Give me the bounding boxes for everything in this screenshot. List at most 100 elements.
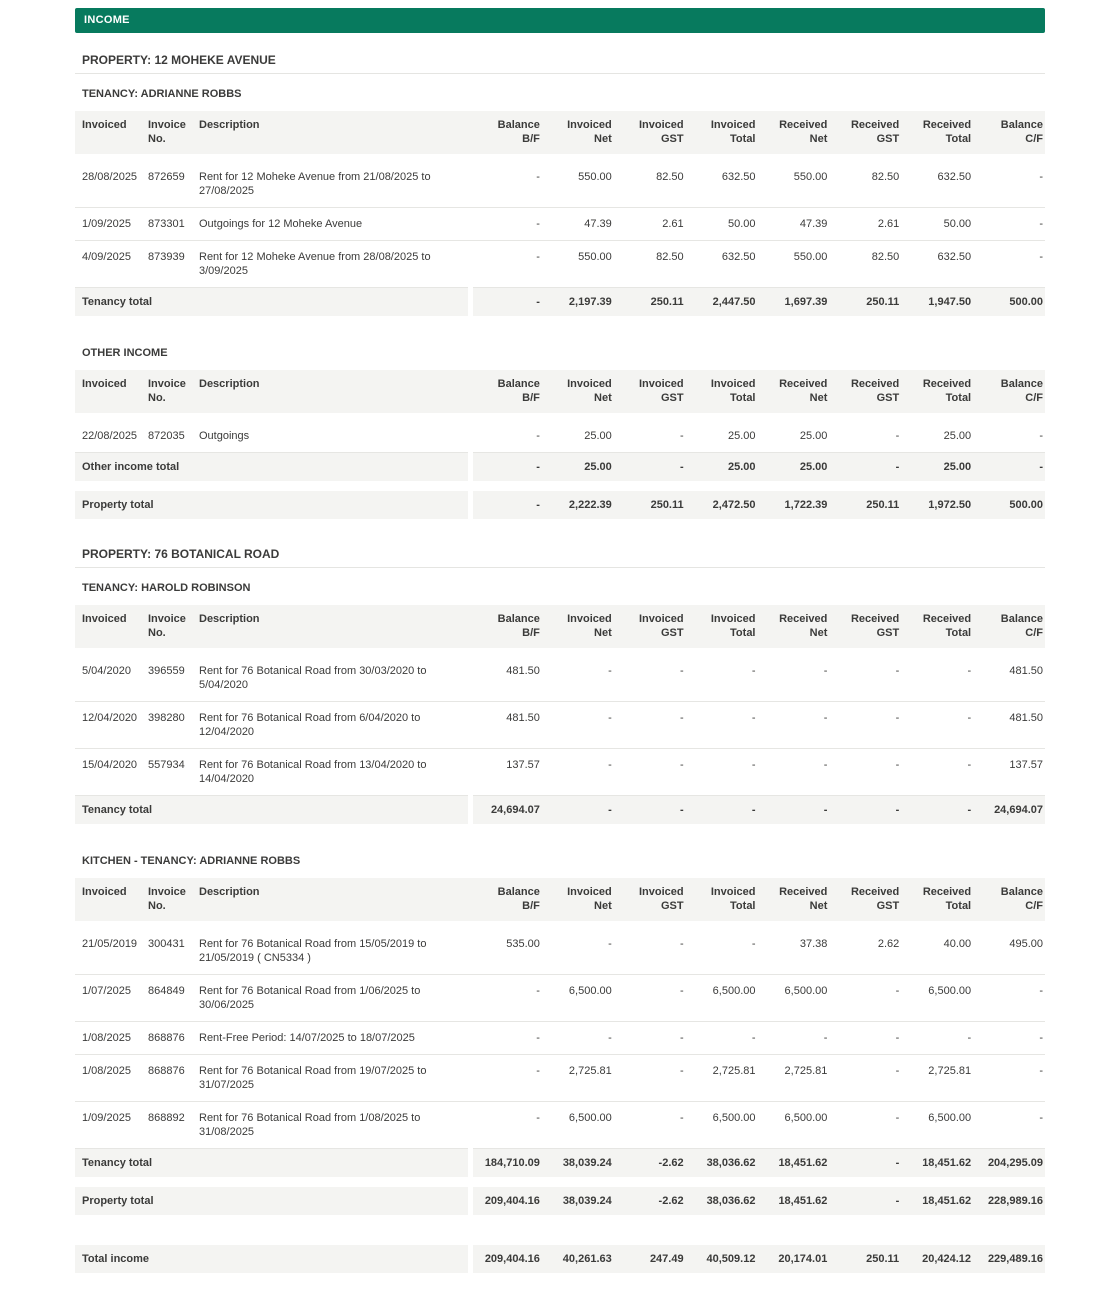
- total-amount: -: [829, 1187, 902, 1215]
- cell-description: Rent for 76 Botanical Road from 19/07/20…: [199, 1065, 427, 1091]
- total-label: Tenancy total: [75, 287, 470, 316]
- total-amount: 204,295.09: [973, 1148, 1045, 1177]
- column-header-line1: Invoice: [148, 378, 186, 390]
- table-row: 12/04/2020 398280 Rent for 76 Botanical Ro…: [75, 702, 1045, 749]
- column-header: Received Total: [901, 370, 974, 413]
- column-header-line1: Description: [199, 613, 260, 625]
- column-header: Balance C/F: [973, 878, 1045, 921]
- cell-amount: -: [679, 665, 684, 677]
- total-amount: -: [973, 452, 1045, 481]
- total-amount: -: [901, 795, 974, 824]
- cell-invoiced-date: 12/04/2020: [82, 712, 138, 724]
- column-header-line1: Invoice: [148, 119, 186, 131]
- cell-invoiced-date: 22/08/2025: [82, 430, 138, 442]
- column-header: Invoiced: [75, 605, 141, 648]
- table-row: 5/04/2020 396559 Rent for 76 Botanical Roa…: [75, 648, 1045, 702]
- total-amount: 25.00: [901, 452, 974, 481]
- column-header-line2: GST: [876, 627, 900, 639]
- column-header-line1: Invoiced: [639, 613, 684, 625]
- column-header-line2: B/F: [522, 900, 540, 912]
- income-table: Invoiced Invoice No. Description Balance B/F I…: [75, 370, 1045, 481]
- cell-amount: -: [608, 938, 612, 950]
- column-header-line1: Received: [779, 119, 828, 131]
- column-header-line1: Received: [922, 886, 972, 898]
- cell-amount: 550.00: [793, 251, 828, 263]
- cell-amount: -: [679, 430, 684, 442]
- column-header-line1: Description: [199, 378, 260, 390]
- table-header-row: Invoiced Invoice No. Description Balance B/F I…: [75, 605, 1045, 648]
- cell-amount: 37.38: [799, 938, 828, 950]
- cell-amount: -: [895, 759, 900, 771]
- cell-amount: -: [1039, 171, 1043, 183]
- column-header: Received GST: [829, 111, 902, 154]
- cell-amount: 25.00: [799, 430, 828, 442]
- column-header: Invoice No.: [141, 370, 192, 413]
- total-amount: -: [613, 795, 686, 824]
- column-header-line2: Net: [809, 627, 828, 639]
- cell-amount: 2,725.81: [784, 1065, 828, 1077]
- column-header: Description: [192, 605, 470, 648]
- cell-amount: -: [536, 218, 540, 230]
- total-amount: -: [829, 452, 902, 481]
- cell-description: Rent for 76 Botanical Road from 6/04/202…: [199, 712, 421, 738]
- column-header-line2: C/F: [1025, 627, 1043, 639]
- cell-amount: 2.62: [877, 938, 900, 950]
- cell-amount: 137.57: [1009, 759, 1043, 771]
- column-header-line1: Received: [922, 119, 972, 131]
- column-header-line2: No.: [148, 133, 166, 145]
- cell-amount: 481.50: [506, 665, 540, 677]
- total-label: Tenancy total: [75, 795, 470, 824]
- column-header-line1: Received: [850, 119, 900, 131]
- cell-amount: -: [895, 1112, 900, 1124]
- total-amount: 1,722.39: [757, 491, 830, 519]
- total-amount: 1,697.39: [757, 287, 830, 316]
- column-header-line1: Received: [850, 378, 900, 390]
- column-header: Invoiced GST: [613, 878, 686, 921]
- column-header: Description: [192, 878, 470, 921]
- column-header: Invoice No.: [141, 878, 192, 921]
- column-header-line1: Received: [922, 613, 972, 625]
- column-header-line1: Invoiced: [82, 119, 127, 131]
- column-header: Invoiced Total: [685, 605, 758, 648]
- cell-amount: 550.00: [793, 171, 828, 183]
- tenancy-title: KITCHEN - TENANCY: ADRIANNE ROBBS: [82, 855, 301, 867]
- cell-invoice-no: 872035: [148, 430, 185, 442]
- column-header-line1: Balance: [1000, 378, 1043, 390]
- cell-invoice-no: 868892: [148, 1112, 185, 1124]
- total-amount: 250.11: [829, 287, 902, 316]
- property-section: PROPERTY: 76 BOTANICAL ROAD TENANCY: HARO…: [75, 547, 1045, 1215]
- column-header-line1: Received: [779, 378, 828, 390]
- table-row: 15/04/2020 557934 Rent for 76 Botanical Ro…: [75, 749, 1045, 796]
- property-total-row: Property total 209,404.16 38,039.24 -2.62 38…: [75, 1187, 1045, 1215]
- cell-description: Rent-Free Period: 14/07/2025 to 18/07/20…: [199, 1032, 415, 1044]
- total-amount: 2,197.39: [541, 287, 614, 316]
- column-header-line2: GST: [661, 900, 684, 912]
- total-amount: 250.11: [829, 1245, 902, 1273]
- column-header: Invoiced Net: [541, 605, 614, 648]
- cell-invoice-no: 300431: [148, 938, 185, 950]
- cell-amount: 47.39: [584, 218, 612, 230]
- column-header-line2: Total: [945, 133, 972, 145]
- cell-amount: -: [1039, 1032, 1043, 1044]
- total-amount: 38,039.24: [541, 1148, 614, 1177]
- total-amount: 24,694.07: [467, 795, 542, 824]
- column-header: Invoiced GST: [613, 370, 686, 413]
- table-row: 4/09/2025 873939 Rent for 12 Moheke Avenue…: [75, 241, 1045, 288]
- cell-amount: -: [823, 1032, 828, 1044]
- tenancy-title: TENANCY: HAROLD ROBINSON: [82, 582, 251, 594]
- total-amount: 25.00: [541, 452, 614, 481]
- cell-amount: 6,500.00: [928, 985, 972, 997]
- cell-amount: -: [1039, 985, 1043, 997]
- cell-amount: -: [1039, 1065, 1043, 1077]
- cell-invoiced-date: 1/09/2025: [82, 218, 131, 230]
- total-amount: 18,451.62: [757, 1187, 830, 1215]
- column-header-line2: C/F: [1025, 900, 1043, 912]
- cell-invoiced-date: 28/08/2025: [82, 171, 138, 183]
- total-amount: 38,036.62: [685, 1187, 758, 1215]
- total-amount: 38,039.24: [541, 1187, 614, 1215]
- total-amount: 18,451.62: [901, 1148, 974, 1177]
- cell-amount: -: [895, 1065, 900, 1077]
- income-table: Invoiced Invoice No. Description Balance B/F I…: [75, 878, 1045, 1177]
- column-header: Invoiced Net: [541, 111, 614, 154]
